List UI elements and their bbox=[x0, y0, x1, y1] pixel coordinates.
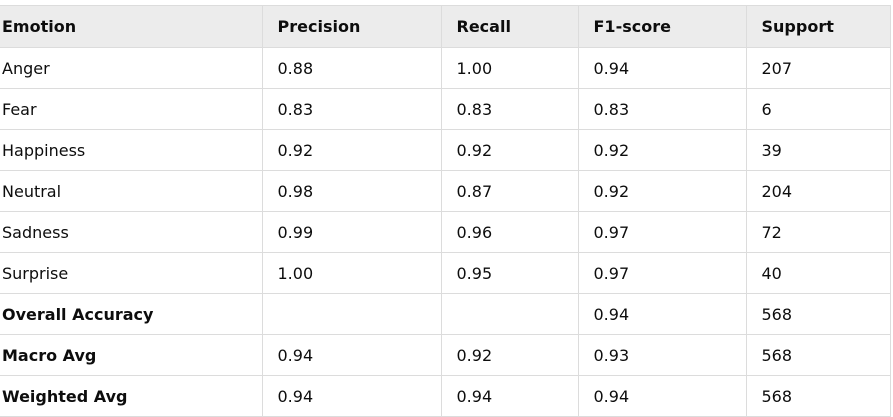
table-header: Emotion Precision Recall F1-score Support bbox=[0, 5, 891, 48]
table-cell: 1.00 bbox=[261, 252, 442, 294]
table-cell: 0.97 bbox=[577, 211, 747, 253]
header-cell: Recall bbox=[440, 5, 579, 48]
row-label: Surprise bbox=[0, 252, 263, 294]
table-cell: 39 bbox=[745, 129, 891, 171]
table-cell: 0.83 bbox=[261, 88, 442, 130]
row-label: Fear bbox=[0, 88, 263, 130]
table-cell: 0.83 bbox=[577, 88, 747, 130]
table-cell: 207 bbox=[745, 47, 891, 89]
table-cell: 72 bbox=[745, 211, 891, 253]
row-label: Sadness bbox=[0, 211, 263, 253]
header-cell: Support bbox=[745, 5, 891, 48]
table-row: Overall Accuracy 0.94 568 bbox=[0, 293, 891, 335]
header-cell: Emotion bbox=[0, 5, 263, 48]
table-cell: 0.94 bbox=[577, 375, 747, 417]
table-cell: 6 bbox=[745, 88, 891, 130]
empty-cell bbox=[440, 293, 579, 335]
table-cell: 0.92 bbox=[261, 129, 442, 171]
table-body: Anger 0.88 1.00 0.94 207 Fear 0.83 0.83 0.83 6 Hap… bbox=[0, 47, 891, 417]
table-cell: 0.94 bbox=[261, 375, 442, 417]
table-cell: 0.95 bbox=[440, 252, 579, 294]
table-cell: 0.92 bbox=[577, 129, 747, 171]
table-cell: 568 bbox=[745, 375, 891, 417]
table-row: Anger 0.88 1.00 0.94 207 bbox=[0, 47, 891, 89]
table-cell: 568 bbox=[745, 334, 891, 376]
table-cell: 1.00 bbox=[440, 47, 579, 89]
table-cell: 204 bbox=[745, 170, 891, 212]
row-label: Macro Avg bbox=[0, 334, 263, 376]
table-row: Happiness 0.92 0.92 0.92 39 bbox=[0, 129, 891, 171]
table-cell: 0.92 bbox=[440, 129, 579, 171]
header-cell: Precision bbox=[261, 5, 442, 48]
table-row: Macro Avg 0.94 0.92 0.93 568 bbox=[0, 334, 891, 376]
table-cell: 0.96 bbox=[440, 211, 579, 253]
table-cell: 0.94 bbox=[440, 375, 579, 417]
row-label: Happiness bbox=[0, 129, 263, 171]
row-label: Weighted Avg bbox=[0, 375, 263, 417]
row-label: Overall Accuracy bbox=[0, 293, 263, 335]
empty-cell bbox=[261, 293, 442, 335]
header-cell: F1-score bbox=[577, 5, 747, 48]
row-label: Anger bbox=[0, 47, 263, 89]
table-cell: 0.93 bbox=[577, 334, 747, 376]
table-cell: 0.97 bbox=[577, 252, 747, 294]
table-row: Neutral 0.98 0.87 0.92 204 bbox=[0, 170, 891, 212]
table-cell: 0.94 bbox=[577, 47, 747, 89]
table-cell: 0.94 bbox=[577, 293, 747, 335]
table-row: Weighted Avg 0.94 0.94 0.94 568 bbox=[0, 375, 891, 417]
row-label: Neutral bbox=[0, 170, 263, 212]
table-cell: 568 bbox=[745, 293, 891, 335]
table-row: Surprise 1.00 0.95 0.97 40 bbox=[0, 252, 891, 294]
table-cell: 0.92 bbox=[440, 334, 579, 376]
table-cell: 0.99 bbox=[261, 211, 442, 253]
table-cell: 0.92 bbox=[577, 170, 747, 212]
table-cell: 0.94 bbox=[261, 334, 442, 376]
metrics-table: Emotion Precision Recall F1-score Support An… bbox=[0, 5, 891, 417]
table-cell: 0.83 bbox=[440, 88, 579, 130]
table-cell: 40 bbox=[745, 252, 891, 294]
table-cell: 0.88 bbox=[261, 47, 442, 89]
table-row: Sadness 0.99 0.96 0.97 72 bbox=[0, 211, 891, 253]
header-row: Emotion Precision Recall F1-score Support bbox=[0, 5, 891, 48]
table-cell: 0.98 bbox=[261, 170, 442, 212]
table-cell: 0.87 bbox=[440, 170, 579, 212]
table-row: Fear 0.83 0.83 0.83 6 bbox=[0, 88, 891, 130]
